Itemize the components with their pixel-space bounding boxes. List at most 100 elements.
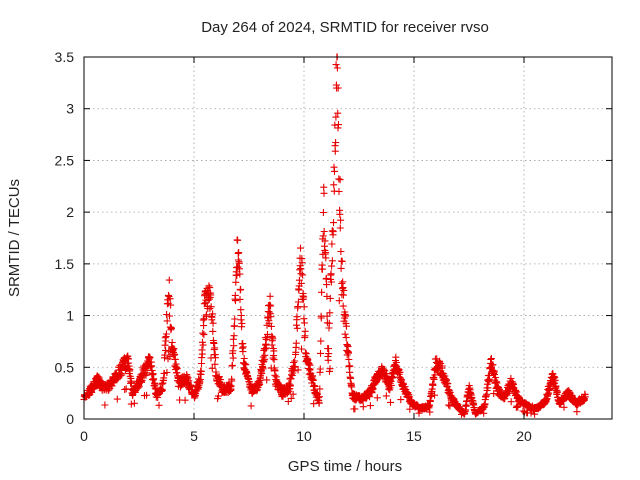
data-point [317, 337, 325, 345]
data-point [168, 339, 176, 346]
data-point [162, 330, 170, 338]
data-point [507, 398, 515, 406]
data-point [330, 219, 337, 227]
data-point [267, 302, 275, 310]
data-point [294, 303, 302, 311]
data-point [302, 350, 310, 358]
y-tick-label: 1.5 [55, 256, 75, 272]
data-point [445, 401, 453, 409]
data-point [486, 371, 493, 379]
data-point [266, 301, 274, 309]
data-point [287, 394, 295, 402]
data-point [155, 401, 163, 409]
data-point [230, 332, 238, 340]
data-point [327, 278, 335, 286]
data-point [322, 274, 330, 282]
data-point [319, 209, 327, 216]
data-point [209, 319, 217, 327]
data-point [327, 270, 335, 278]
data-point [318, 265, 326, 273]
data-point [210, 339, 218, 347]
data-point [150, 375, 158, 383]
plot-frame [83, 56, 613, 420]
data-point [95, 373, 103, 381]
axis-ticks: 0 5 10 15 20 0 0.5 1 1.5 2 2.5 3 3.5 [55, 49, 612, 444]
x-axis-label: GPS time / hours [288, 458, 402, 475]
data-point [203, 311, 210, 319]
data-point [240, 355, 248, 362]
data-point [233, 271, 241, 279]
data-point [230, 342, 238, 350]
data-point [231, 315, 239, 323]
data-point [331, 147, 339, 155]
data-point [309, 376, 317, 384]
data-point [200, 322, 208, 330]
data-point [331, 167, 338, 175]
data-point [270, 356, 278, 364]
data-point [294, 298, 302, 306]
data-point [334, 84, 342, 92]
data-point [118, 371, 126, 379]
data-point [299, 271, 307, 279]
data-point [297, 270, 305, 278]
data-point [446, 402, 454, 410]
data-point [342, 334, 350, 342]
data-point [348, 383, 356, 391]
data-point [335, 188, 343, 195]
data-point [444, 380, 452, 387]
data-point [333, 64, 341, 72]
data-point [209, 310, 217, 318]
data-point [332, 139, 340, 146]
data-point [161, 351, 169, 359]
data-point [345, 349, 352, 357]
data-point [206, 284, 214, 292]
data-point [396, 368, 404, 376]
data-point [426, 408, 434, 416]
data-point [267, 313, 275, 321]
data-point [228, 361, 236, 369]
data-point [198, 360, 205, 367]
x-tick-label: 15 [406, 428, 422, 444]
data-point [143, 391, 151, 399]
data-point [406, 405, 414, 413]
data-point [322, 254, 330, 262]
data-point [163, 317, 171, 325]
data-point [334, 109, 342, 117]
data-point [286, 381, 294, 389]
data-point [121, 386, 129, 393]
grid-layer [84, 57, 612, 419]
data-point [438, 362, 446, 370]
data-point [319, 232, 327, 240]
data-point [289, 390, 297, 398]
data-point [317, 349, 324, 357]
data-point [298, 345, 305, 353]
data-point [208, 364, 216, 372]
data-point [292, 339, 300, 347]
data-point [320, 189, 328, 197]
data-point [294, 366, 302, 374]
data-point [342, 322, 350, 330]
data-point [196, 376, 204, 383]
data-point [429, 381, 437, 389]
data-point [181, 396, 189, 404]
data-point [551, 376, 559, 384]
data-point [298, 259, 306, 267]
data-point [339, 302, 347, 310]
data-point [330, 181, 338, 189]
data-point [247, 402, 255, 410]
data-point [581, 393, 589, 401]
data-point [162, 346, 170, 354]
data-point [293, 324, 301, 332]
data-point [161, 341, 169, 349]
data-point [332, 61, 340, 69]
data-point [197, 367, 205, 375]
data-point [340, 287, 348, 294]
data-point [229, 354, 237, 362]
data-point [514, 403, 522, 411]
data-point [163, 369, 171, 376]
data-point [113, 395, 121, 403]
data-point [326, 365, 334, 373]
data-point [198, 350, 206, 358]
data-point [270, 347, 278, 355]
data-point [342, 312, 350, 320]
